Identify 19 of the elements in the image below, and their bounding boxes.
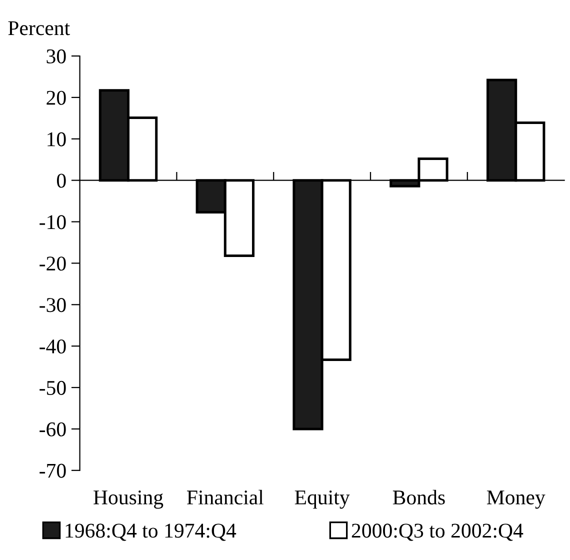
- legend-label: 2000:Q3 to 2002:Q4: [352, 524, 524, 541]
- legend-label: 1968:Q4 to 1974:Q4: [66, 524, 236, 541]
- y-tick-label: 10: [48, 132, 66, 146]
- y-tick-label: -30: [40, 298, 66, 312]
- y-tick-label: -10: [40, 215, 66, 230]
- y-axis-title: Percent: [8, 21, 70, 36]
- y-tick-label: -60: [40, 422, 66, 436]
- y-tick-label: -70: [40, 464, 66, 478]
- y-tick-label: 30: [46, 49, 66, 64]
- y-tick-label: 20: [46, 90, 66, 105]
- x-tick-label: Housing: [94, 490, 164, 509]
- x-tick-label: Bonds: [392, 490, 445, 505]
- y-tick-label: 0: [56, 174, 66, 188]
- x-tick-label: Equity: [294, 490, 350, 509]
- x-tick-label: Money: [486, 490, 546, 509]
- x-tick-label: Financial: [186, 490, 264, 505]
- y-tick-label: -20: [40, 256, 66, 271]
- y-tick-label: -50: [40, 380, 66, 395]
- y-tick-label: -40: [40, 339, 66, 354]
